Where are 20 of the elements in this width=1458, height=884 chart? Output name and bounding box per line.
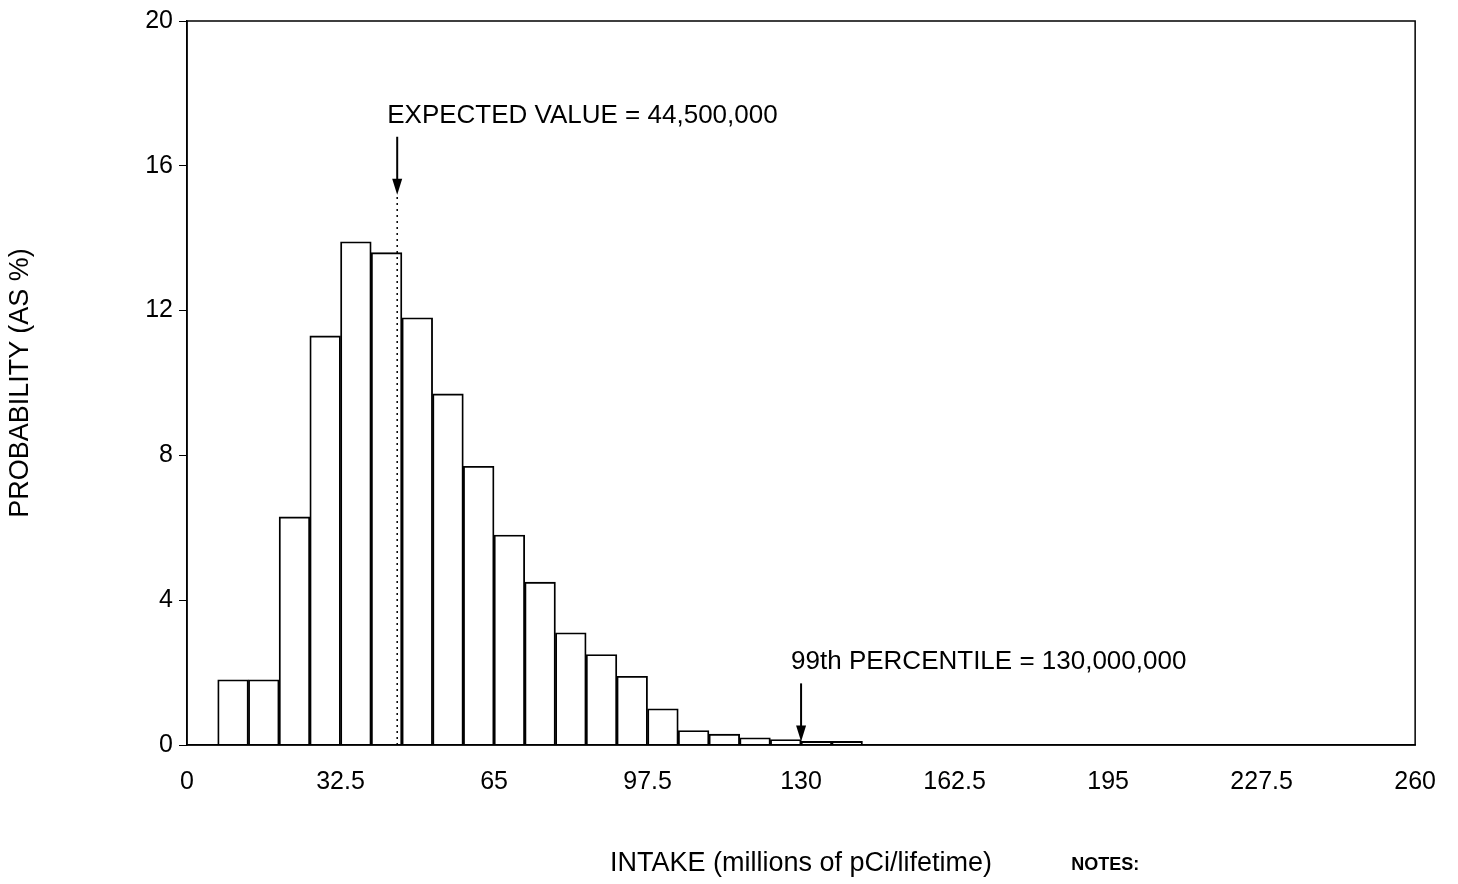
x-axis-title: INTAKE (millions of pCi/lifetime) — [610, 847, 993, 878]
y-tick-label: 8 — [159, 439, 173, 468]
y-tick-label: 0 — [159, 728, 173, 757]
x-tick-label: 32.5 — [316, 765, 365, 794]
annotation: EXPECTED VALUE = 44,500,000 — [387, 98, 778, 129]
y-tick-label: 4 — [159, 584, 174, 613]
x-tick-label: 195 — [1087, 765, 1129, 794]
x-tick-label: 65 — [480, 765, 508, 794]
x-tick-label: 162.5 — [923, 765, 986, 794]
x-tick-label: 0 — [180, 765, 194, 794]
y-tick-label: 12 — [145, 294, 173, 323]
x-tick-label: 260 — [1394, 765, 1436, 794]
y-tick-label: 16 — [145, 149, 173, 178]
text: NOTES: — [1071, 854, 1140, 874]
y-tick-label: 20 — [145, 4, 173, 33]
x-tick-label: 227.5 — [1230, 765, 1293, 794]
x-tick-label: 97.5 — [623, 765, 672, 794]
x-tick-label: 130 — [780, 765, 822, 794]
y-axis-title: PROBABILITY (AS %) — [3, 248, 34, 518]
annotation: 99th PERCENTILE = 130,000,000 — [791, 645, 1187, 676]
